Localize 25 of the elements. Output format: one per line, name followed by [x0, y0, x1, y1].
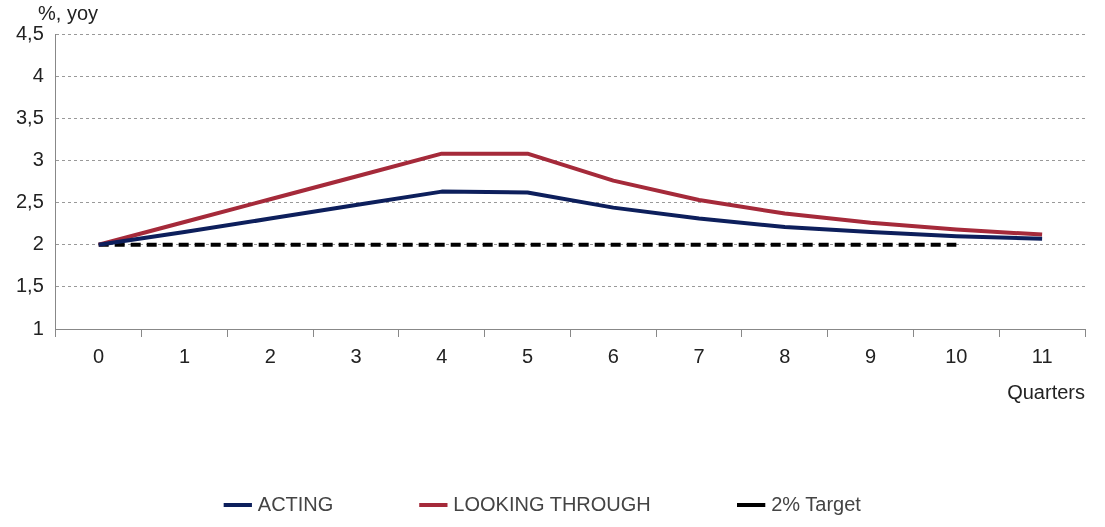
- y-axis-title: %, yoy: [38, 1, 99, 24]
- y-tick-label: 4: [32, 63, 44, 86]
- x-tick-label: 5: [521, 344, 534, 367]
- y-tick-label: 2,5: [15, 190, 44, 213]
- x-tick-label: 1: [178, 344, 191, 367]
- x-tick-label: 2: [264, 344, 276, 367]
- x-tick-label: 4: [436, 344, 448, 367]
- x-tick-label: 9: [865, 344, 877, 367]
- x-tick-label: 11: [1031, 344, 1053, 367]
- x-axis-title: Quarters: [1007, 380, 1085, 403]
- legend-label: ACTING: [257, 492, 334, 515]
- legend-label: 2% Target: [771, 492, 862, 515]
- y-tick-label: 1,5: [15, 274, 44, 297]
- x-tick-label: 10: [945, 344, 968, 367]
- x-tick-label: 0: [93, 344, 105, 367]
- x-tick-label: 6: [607, 344, 619, 367]
- x-tick-label: 8: [779, 344, 791, 367]
- y-tick-label: 4,5: [15, 21, 44, 44]
- y-tick-label: 1: [32, 316, 44, 339]
- x-tick-label: 3: [350, 344, 362, 367]
- y-tick-label: 2: [32, 232, 44, 255]
- x-tick-label: 7: [693, 344, 705, 367]
- y-tick-label: 3,5: [15, 105, 44, 128]
- y-tick-label: 3: [32, 147, 44, 170]
- legend-label: LOOKING THROUGH: [453, 492, 651, 515]
